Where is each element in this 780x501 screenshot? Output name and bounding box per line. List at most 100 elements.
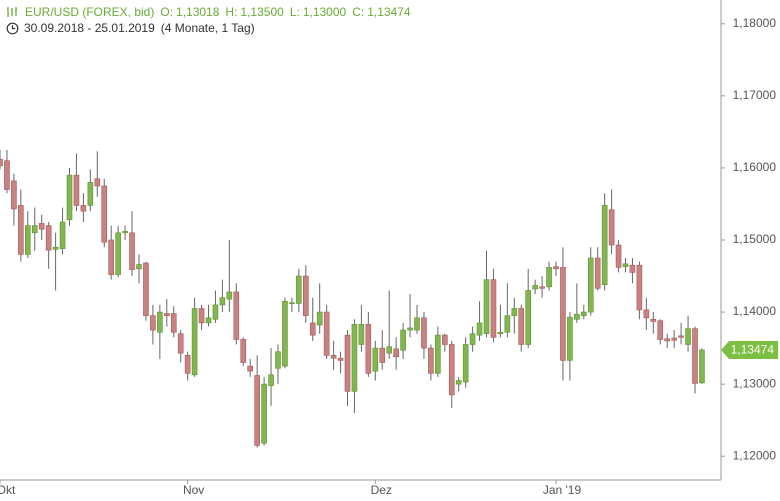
candle-body: [587, 257, 594, 313]
candle-body: [455, 380, 462, 385]
last-price-tag: [721, 340, 778, 359]
candle-body: [18, 205, 24, 255]
candle-body: [268, 374, 274, 386]
chart-title: EUR/USD (FOREX, bid): [25, 5, 155, 19]
instrument-icon: [7, 7, 17, 17]
candle-body: [671, 337, 677, 341]
candle-body: [108, 239, 114, 275]
candle-body: [198, 308, 205, 324]
candle-body: [73, 174, 80, 206]
y-tick-label: 1,18000: [733, 16, 777, 30]
candle-body: [518, 308, 525, 345]
y-tick-label: 1,16000: [733, 160, 777, 174]
candle-body: [296, 275, 302, 304]
candle-body: [143, 262, 149, 316]
candle-body: [379, 347, 386, 363]
candle-body: [101, 185, 108, 243]
candle-body: [386, 346, 393, 354]
candle-body: [483, 279, 490, 334]
candle-body: [38, 223, 45, 230]
candle-body: [532, 285, 538, 290]
candle-body: [643, 309, 650, 319]
candle-body: [122, 231, 128, 234]
y-tick-label: 1,14000: [733, 304, 777, 318]
candle-body: [414, 317, 420, 331]
candle-body: [664, 338, 671, 342]
candle-body: [497, 331, 504, 334]
candle-body: [504, 315, 511, 333]
candle-body: [462, 344, 469, 383]
y-tick-label: 1,17000: [733, 88, 777, 102]
candle-body: [212, 304, 219, 320]
quote-value: 1,13000: [302, 5, 347, 19]
clock-icon: [6, 22, 19, 34]
candle-body: [87, 182, 94, 206]
last-price-label: 1,13474: [731, 343, 775, 357]
candle-body: [372, 347, 379, 372]
candle-body: [435, 334, 441, 374]
candle-body: [184, 355, 191, 374]
candle-body: [170, 313, 177, 333]
quote-values: O: 1,13018 H: 1,13500 L: 1,13000 C: 1,13474: [160, 4, 416, 20]
quote-label: L:: [289, 5, 300, 19]
candle-body: [636, 264, 643, 311]
candle-body: [421, 317, 427, 349]
candle-body: [94, 178, 101, 187]
candle-body: [622, 263, 629, 267]
candle-body: [615, 244, 622, 268]
candle-body: [574, 313, 580, 320]
y-tick-label: 1,13000: [733, 376, 777, 390]
candle-body: [261, 383, 267, 444]
candle-body: [11, 180, 17, 210]
candle-body: [685, 328, 691, 345]
x-tick-label: Nov: [183, 483, 204, 497]
candle-body: [490, 279, 497, 338]
candle-body: [601, 205, 608, 285]
candle-body: [191, 308, 198, 376]
y-tick-label: 1,12000: [733, 448, 777, 462]
candle-body: [31, 225, 38, 234]
candle-body: [289, 302, 295, 305]
period: 30.09.2018 - 25.01.2019: [24, 21, 155, 35]
candle-body: [323, 311, 330, 356]
candle-body: [351, 324, 358, 392]
candle-body: [282, 300, 288, 367]
candle-body: [247, 365, 253, 372]
candle-body: [45, 225, 52, 251]
candle-body: [330, 355, 337, 359]
x-tick-label: Jan '19: [543, 483, 582, 497]
candle-body: [567, 316, 573, 361]
x-tick-label: Okt: [0, 483, 16, 497]
quote-label: C:: [352, 5, 365, 19]
candle-body: [469, 333, 476, 345]
quote-value: 1,13474: [367, 5, 411, 19]
candle-body: [393, 348, 399, 358]
candle-body: [24, 225, 31, 255]
candle-body: [692, 328, 698, 384]
candle-body: [594, 257, 601, 289]
candle-body: [448, 344, 455, 396]
candle-body: [80, 205, 87, 212]
quote-label: H:: [225, 5, 238, 19]
candle-body: [337, 357, 344, 361]
quote-value: 1,13018: [176, 5, 220, 19]
candle-body: [240, 339, 247, 363]
candle-body: [608, 209, 615, 246]
candle-body: [233, 291, 240, 340]
candle-body: [136, 264, 142, 270]
candle-body: [275, 351, 281, 369]
candle-body: [476, 322, 483, 336]
candle-body: [219, 297, 226, 306]
duration: (4 Monate, 1 Tag): [160, 21, 255, 35]
header-quote-line: EUR/USD (FOREX, bid) O: 1,13018 H: 1,13500 L…: [6, 4, 423, 20]
candle-body: [115, 232, 121, 275]
candle-body: [580, 311, 587, 316]
candle-body: [560, 267, 566, 361]
candle-body: [657, 320, 664, 340]
candle-body: [316, 311, 323, 326]
candle-body: [678, 335, 684, 338]
candle-body: [539, 286, 545, 289]
candle-body: [302, 275, 309, 316]
